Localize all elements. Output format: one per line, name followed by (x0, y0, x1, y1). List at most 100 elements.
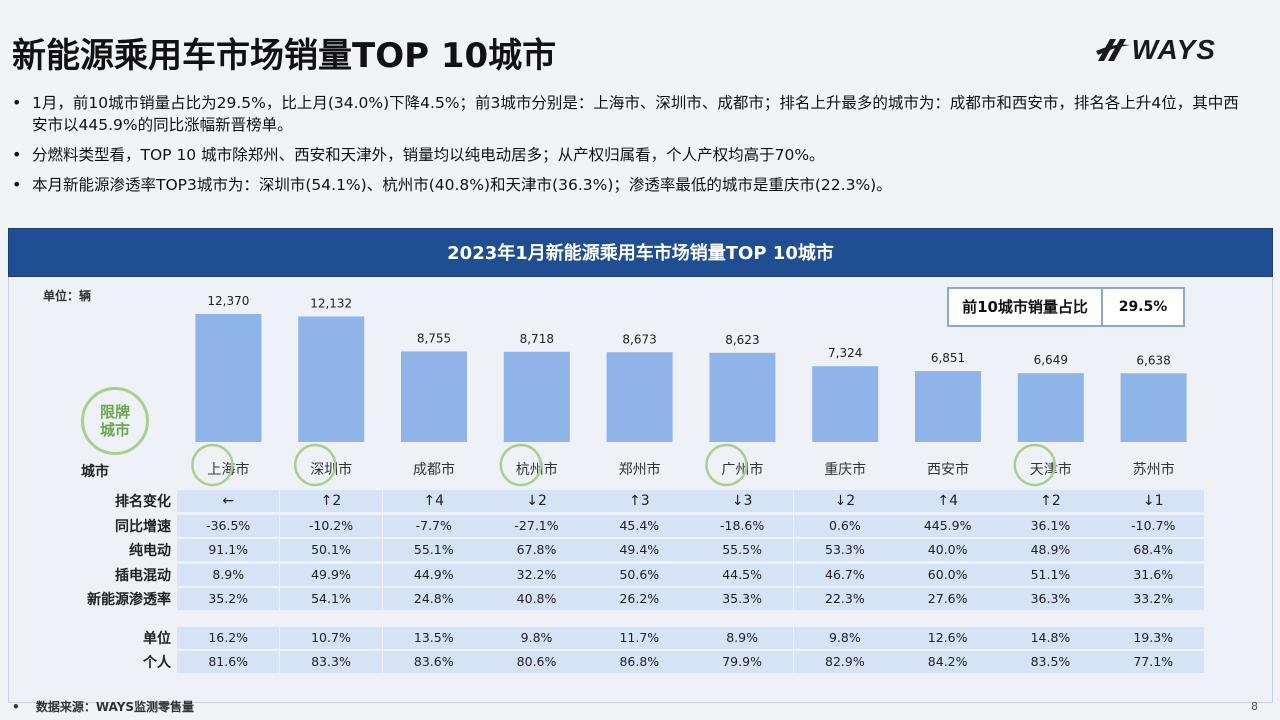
table-cell: 22.3% (793, 588, 897, 611)
bullet-dot: • (12, 145, 22, 164)
table-cell: ↓3 (690, 490, 794, 513)
bar-value-label: 12,370 (207, 294, 249, 308)
table-cell: -36.5% (177, 514, 280, 537)
table-cell: -18.6% (690, 514, 794, 537)
table-cell: 445.9% (896, 514, 999, 537)
bar-value-label: 12,132 (310, 296, 352, 310)
panel-header: 2023年1月新能源乘用车市场销量TOP 10城市 (8, 228, 1273, 277)
ways-logo: WAYS (1095, 34, 1216, 66)
table-row: 纯电动 91.1% 50.1% 55.1% 67.8% 49.4% 55.5% 53.3% 40… (9, 538, 1274, 563)
table-cell: 55.5% (690, 539, 794, 562)
table-cell: 45.4% (588, 514, 691, 537)
table-cell: 0.6% (793, 514, 897, 537)
share-box: 前10城市销量占比 29.5% (947, 287, 1185, 327)
table-cell: 16.2% (177, 626, 280, 649)
table-cell: ↑3 (588, 490, 691, 513)
table-cell: ↑2 (999, 490, 1102, 513)
city-label: 重庆市 (824, 461, 866, 478)
row-label: 新能源渗透率 (87, 592, 171, 609)
bullet-text: 1月，前10城市销量占比为29.5%，比上月(34.0%)下降4.5%；前3城市… (32, 94, 1239, 134)
bar-value-label: 6,638 (1136, 353, 1170, 367)
table-cell: 48.9% (999, 539, 1102, 562)
row-label: 插电混动 (115, 567, 171, 584)
table-cell: ↑4 (382, 490, 485, 513)
chart-panel: 2023年1月新能源乘用车市场销量TOP 10城市 单位：辆 前10城市销量占比… (8, 228, 1273, 703)
table-cell: 27.6% (896, 588, 999, 611)
badge-line1: 限牌 (99, 403, 130, 421)
table-cell: 8.9% (177, 563, 280, 586)
bar-杭州市 (503, 351, 570, 442)
table-cell: 84.2% (896, 651, 999, 674)
table-cell: 11.7% (588, 626, 691, 649)
city-row-label: 城市 (81, 464, 109, 480)
bar-西安市 (915, 371, 981, 442)
page-title: 新能源乘用车市场销量TOP 10城市 (12, 36, 557, 76)
table-cell: ↓1 (1102, 490, 1205, 513)
table-cell: 60.0% (896, 563, 999, 586)
bar-天津市 (1017, 373, 1084, 442)
table-cell: 83.3% (279, 651, 383, 674)
bar-value-label: 8,623 (725, 333, 759, 347)
table-cell: 49.9% (279, 563, 383, 586)
bar-成都市 (401, 351, 467, 442)
summary-bullets: • 1月，前10城市销量占比为29.5%，比上月(34.0%)下降4.5%；前3… (12, 92, 1252, 204)
unit-label: 单位：辆 (43, 289, 92, 303)
table-cell: 40.8% (485, 588, 588, 611)
share-value: 29.5% (1118, 299, 1168, 315)
table-cell: 31.6% (1102, 563, 1205, 586)
table-cell: 14.8% (999, 626, 1102, 649)
table-cell: 83.5% (999, 651, 1102, 674)
table-cell: ↑2 (279, 490, 383, 513)
bar-深圳市 (298, 316, 365, 442)
page-number: 8 (1251, 700, 1258, 713)
table-cell: -7.7% (382, 514, 485, 537)
restricted-city-badge: 限牌 城市 (81, 387, 149, 455)
restricted-city-circle (705, 443, 748, 487)
city-label: 成都市 (413, 461, 455, 478)
table-cell: -10.7% (1102, 514, 1205, 537)
table-cell: 79.9% (690, 651, 794, 674)
bullet-text: 分燃料类型看，TOP 10 城市除郑州、西安和天津外，销量均以纯电动居多；从产权… (32, 146, 825, 164)
restricted-city-circle (191, 443, 234, 487)
table-cell: ↑4 (896, 490, 999, 513)
table-cell: 77.1% (1102, 651, 1205, 674)
table-cell: 10.7% (279, 626, 383, 649)
bullet-dot: • (12, 175, 22, 194)
table-cell: 68.4% (1102, 539, 1205, 562)
table-cell: 35.3% (690, 588, 794, 611)
footer-bullet: • (12, 700, 20, 714)
table-cell: 44.5% (690, 563, 794, 586)
row-label: 单位 (143, 630, 171, 647)
table-cell: 36.1% (999, 514, 1102, 537)
table-cell: 26.2% (588, 588, 691, 611)
ways-slash-logo-icon (1095, 39, 1130, 61)
city-label: 苏州市 (1133, 461, 1175, 478)
table-row: 插电混动 8.9% 49.9% 44.9% 32.2% 50.6% 44.5% 46.7% 60… (9, 563, 1274, 588)
table-cell: ↓2 (793, 490, 897, 513)
bar-value-label: 6,851 (931, 351, 965, 365)
bar-value-label: 8,718 (520, 332, 554, 346)
bar-value-label: 6,649 (1034, 353, 1068, 367)
badge-line2: 城市 (99, 421, 130, 439)
table-cell: 9.8% (485, 626, 588, 649)
panel-body: 单位：辆 前10城市销量占比 29.5% 12,370 上海市 12,132 深圳市 8… (8, 277, 1273, 703)
city-label: 天津市 (1030, 461, 1072, 478)
share-label: 前10城市销量占比 (949, 289, 1103, 325)
table-cell: 67.8% (485, 539, 588, 562)
table-cell: 44.9% (382, 563, 485, 586)
table-row: 个人 81.6% 83.3% 83.6% 80.6% 86.8% 79.9% 82.9% 84.… (9, 650, 1274, 675)
city-label: 郑州市 (619, 461, 661, 478)
table-cell: 12.6% (896, 626, 999, 649)
table-cell: 36.3% (999, 588, 1102, 611)
row-label: 排名变化 (115, 494, 171, 511)
bullet-dot: • (12, 93, 22, 112)
city-label: 上海市 (207, 461, 249, 478)
row-label: 个人 (143, 655, 171, 672)
table-cell: 86.8% (588, 651, 691, 674)
table-cell: 55.1% (382, 539, 485, 562)
restricted-city-circle (1013, 443, 1057, 487)
restricted-city-circle (499, 443, 543, 487)
table-cell: 51.1% (999, 563, 1102, 586)
table-cell: 81.6% (177, 651, 280, 674)
table-cell: 46.7% (793, 563, 897, 586)
